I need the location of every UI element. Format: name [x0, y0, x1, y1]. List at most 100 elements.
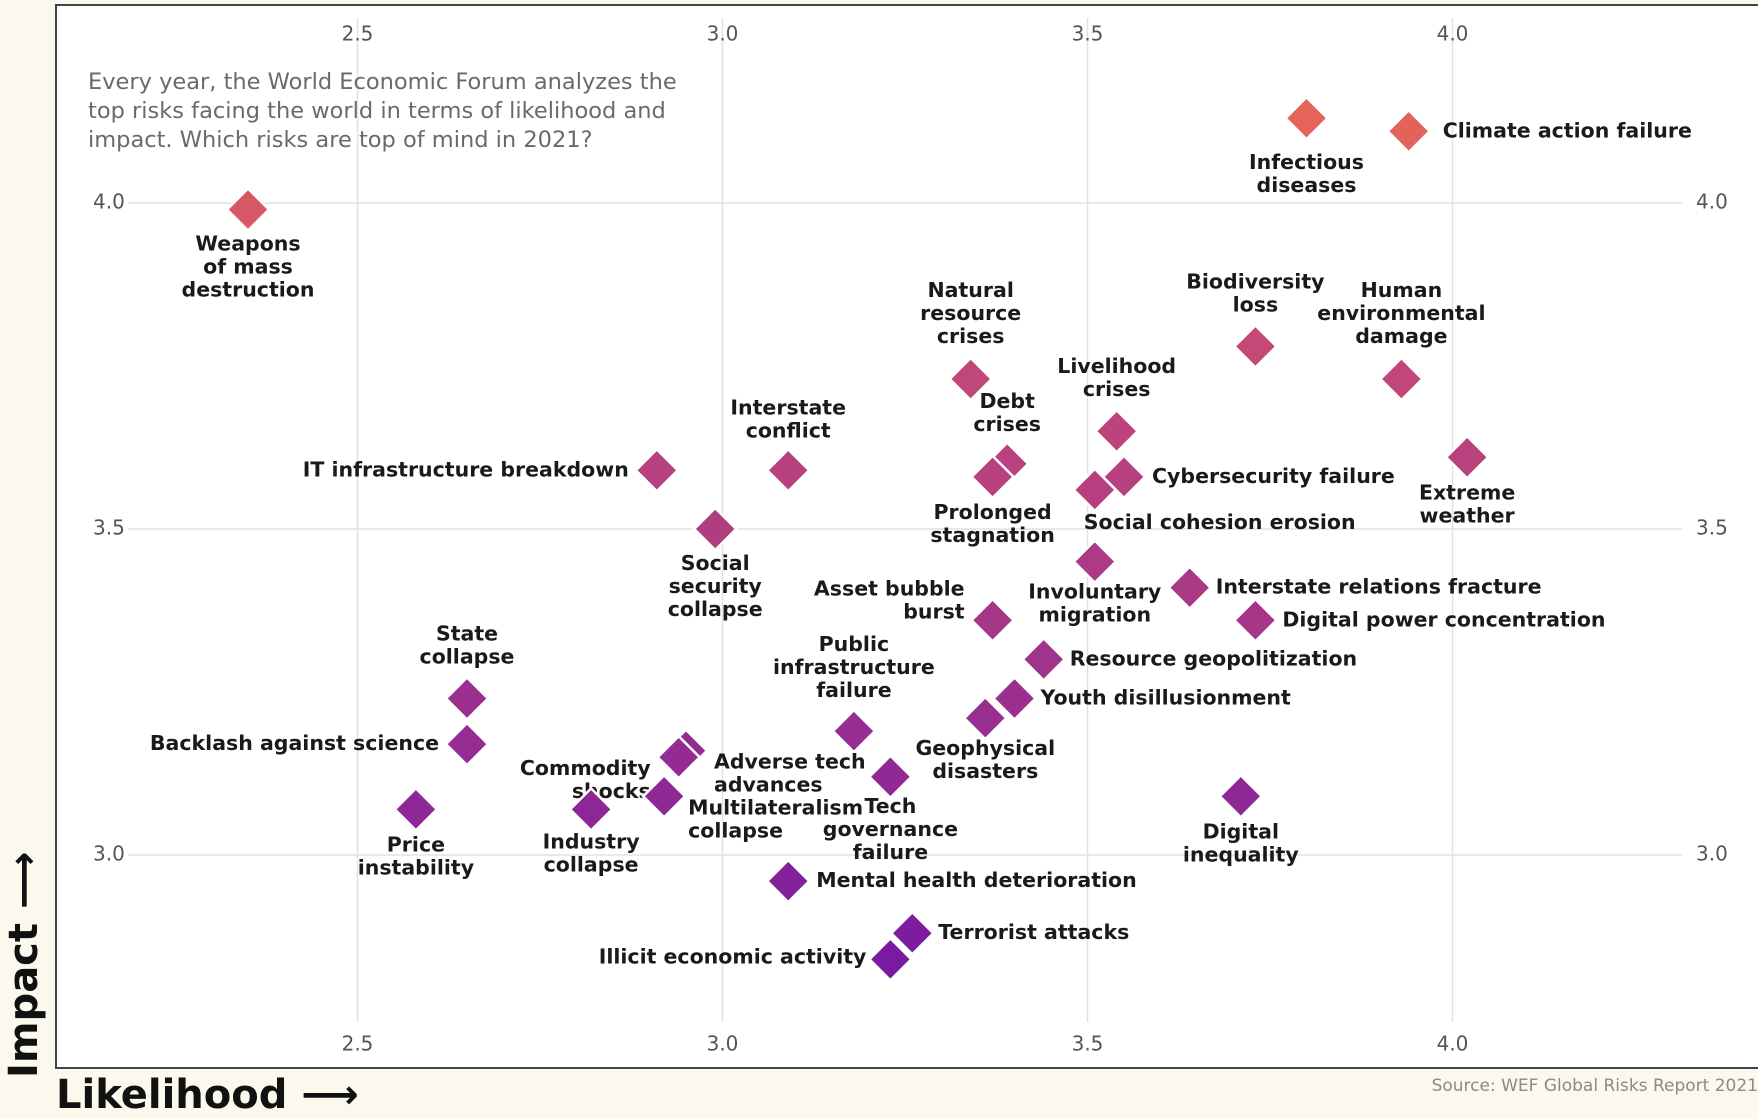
point-label-cybersecurity-failure: Cybersecurity failure	[1152, 464, 1395, 488]
point-label-line: failure	[853, 840, 928, 864]
point-label-line: Adverse tech	[714, 750, 866, 774]
point-label-line: State	[436, 622, 498, 646]
point-label-line: crises	[973, 412, 1041, 436]
intro-text: Every year, the World Economic Forum ana…	[88, 69, 677, 153]
point-human-environmental-damage	[1378, 356, 1425, 402]
point-label-line: of mass	[203, 255, 293, 279]
point-label-line: Industry	[543, 829, 640, 853]
point-label-natural-resource-crises: Natural resource crises	[920, 278, 1021, 348]
point-label-line: Asset bubble	[814, 576, 965, 600]
point-biodiversity-loss	[1232, 323, 1279, 370]
point-illicit-economic-activity	[867, 936, 914, 983]
point-label-backlash-against-science: Backlash against science	[150, 731, 439, 755]
point-label-public-infrastructure-failure: Public infrastructure failure	[773, 632, 935, 702]
point-label-debt-crises: Debt crises	[973, 389, 1041, 436]
point-label-line: governance	[823, 817, 958, 841]
point-label-line: Climate action failure	[1443, 118, 1692, 142]
point-resource-geopolitization	[1020, 636, 1067, 683]
point-label-line: conflict	[746, 418, 831, 442]
point-label-line: collapse	[668, 597, 763, 621]
point-label-interstate-relations-fracture: Interstate relations fracture	[1216, 575, 1542, 599]
point-label-line: Infectious	[1249, 150, 1364, 174]
point-label-terrorist-attacks: Terrorist attacks	[938, 920, 1129, 944]
point-infectious-diseases	[1283, 95, 1330, 142]
point-label-line: Terrorist attacks	[938, 920, 1129, 944]
point-label-line: Interstate	[730, 395, 846, 419]
point-label-line: Tech	[864, 794, 916, 818]
x-axis-arrow-icon: ⟶	[301, 1072, 359, 1118]
point-label-line: weather	[1420, 503, 1516, 527]
point-label-asset-bubble-burst: Asset bubble burst	[814, 576, 965, 623]
point-label-line: IT infrastructure breakdown	[303, 457, 629, 481]
point-label-illicit-economic-activity: Illicit economic activity	[599, 944, 867, 968]
y-tick-label: 3.5	[93, 516, 125, 540]
point-label-line: Weapons	[195, 232, 300, 256]
y-axis-label: Impact	[1, 922, 47, 1078]
point-extreme-weather	[1444, 434, 1490, 481]
point-involuntary-migration	[1072, 538, 1118, 585]
point-livelihood-crises	[1093, 408, 1140, 454]
point-label-line: Cybersecurity failure	[1152, 464, 1395, 488]
point-label-youth-disillusionment: Youth disillusionment	[1040, 686, 1292, 710]
point-label-social-security-collapse: Social security collapse	[668, 551, 763, 621]
point-label-line: security	[669, 574, 762, 598]
point-label-climate-action-failure: Climate action failure	[1443, 118, 1692, 142]
point-prolonged-stagnation	[969, 454, 1016, 500]
point-label-line: Prolonged	[934, 500, 1052, 524]
x-tick-label: 2.5	[342, 22, 374, 46]
point-label-involuntary-migration: Involuntary migration	[1028, 580, 1161, 627]
point-geophysical-disasters	[962, 695, 1009, 741]
x-axis-title: Likelihood ⟶	[56, 1072, 359, 1118]
point-label-line: Social	[681, 551, 750, 575]
point-label-line: resource	[920, 301, 1021, 325]
point-label-line: collapse	[688, 818, 783, 842]
point-label-price-instability: Price instability	[358, 832, 474, 879]
point-label-interstate-conflict: Interstate conflict	[730, 395, 846, 442]
point-label-adverse-tech-advances: Adverse tech advances	[714, 750, 866, 797]
point-climate-action-failure	[1385, 108, 1432, 155]
point-price-instability	[393, 786, 439, 833]
point-label-line: Natural	[928, 278, 1014, 302]
point-label-line: inequality	[1183, 842, 1299, 866]
point-label-line: loss	[1233, 292, 1279, 316]
point-label-prolonged-stagnation: Prolonged stagnation	[930, 500, 1054, 547]
point-label-digital-power-concentration: Digital power concentration	[1282, 607, 1605, 631]
point-label-line: Price	[387, 832, 445, 856]
y-tick-label: 3.0	[1696, 842, 1728, 866]
point-backlash-against-science	[444, 721, 490, 767]
x-tick-label: 4.0	[1437, 1032, 1469, 1056]
point-youth-disillusionment	[991, 675, 1038, 722]
point-label-line: crises	[1083, 377, 1151, 401]
point-terrorist-attacks	[889, 910, 936, 957]
point-label-line: disasters	[932, 759, 1038, 783]
point-asset-bubble-burst	[969, 597, 1016, 644]
point-label-geophysical-disasters: Geophysical disasters	[915, 736, 1055, 783]
point-label-line: Involuntary	[1028, 580, 1161, 604]
point-label-line: Backlash against science	[150, 731, 439, 755]
point-label-line: Digital power concentration	[1282, 607, 1605, 631]
point-label-social-cohesion-erosion: Social cohesion erosion	[1084, 510, 1356, 534]
point-label-line: Interstate relations fracture	[1216, 575, 1542, 599]
point-interstate-relations-fracture	[1166, 564, 1213, 611]
point-label-resource-geopolitization: Resource geopolitization	[1070, 646, 1357, 670]
point-social-security-collapse	[692, 506, 738, 552]
point-digital-power-concentration	[1232, 597, 1279, 644]
y-tick-label: 3.0	[93, 842, 125, 866]
point-label-line: crises	[937, 324, 1005, 348]
x-tick-label: 4.0	[1437, 22, 1469, 46]
point-label-line: Livelihood	[1057, 354, 1176, 378]
point-label-line: Debt	[979, 389, 1035, 413]
y-tick-label: 4.0	[1696, 190, 1728, 214]
point-weapons-of-mass-destruction	[225, 186, 271, 233]
point-label-biodiversity-loss: Biodiversity loss	[1186, 269, 1324, 316]
point-label-line: migration	[1039, 603, 1152, 627]
point-label-line: Extreme	[1419, 480, 1515, 504]
y-axis-title: Impact ⟶	[1, 851, 47, 1078]
x-axis-label: Likelihood	[56, 1072, 288, 1118]
point-label-line: failure	[816, 678, 891, 702]
point-public-infrastructure-failure	[831, 708, 877, 754]
point-interstate-conflict	[765, 447, 811, 494]
point-label-digital-inequality: Digital inequality	[1183, 819, 1299, 866]
point-label-line: Mental health deterioration	[816, 868, 1137, 892]
